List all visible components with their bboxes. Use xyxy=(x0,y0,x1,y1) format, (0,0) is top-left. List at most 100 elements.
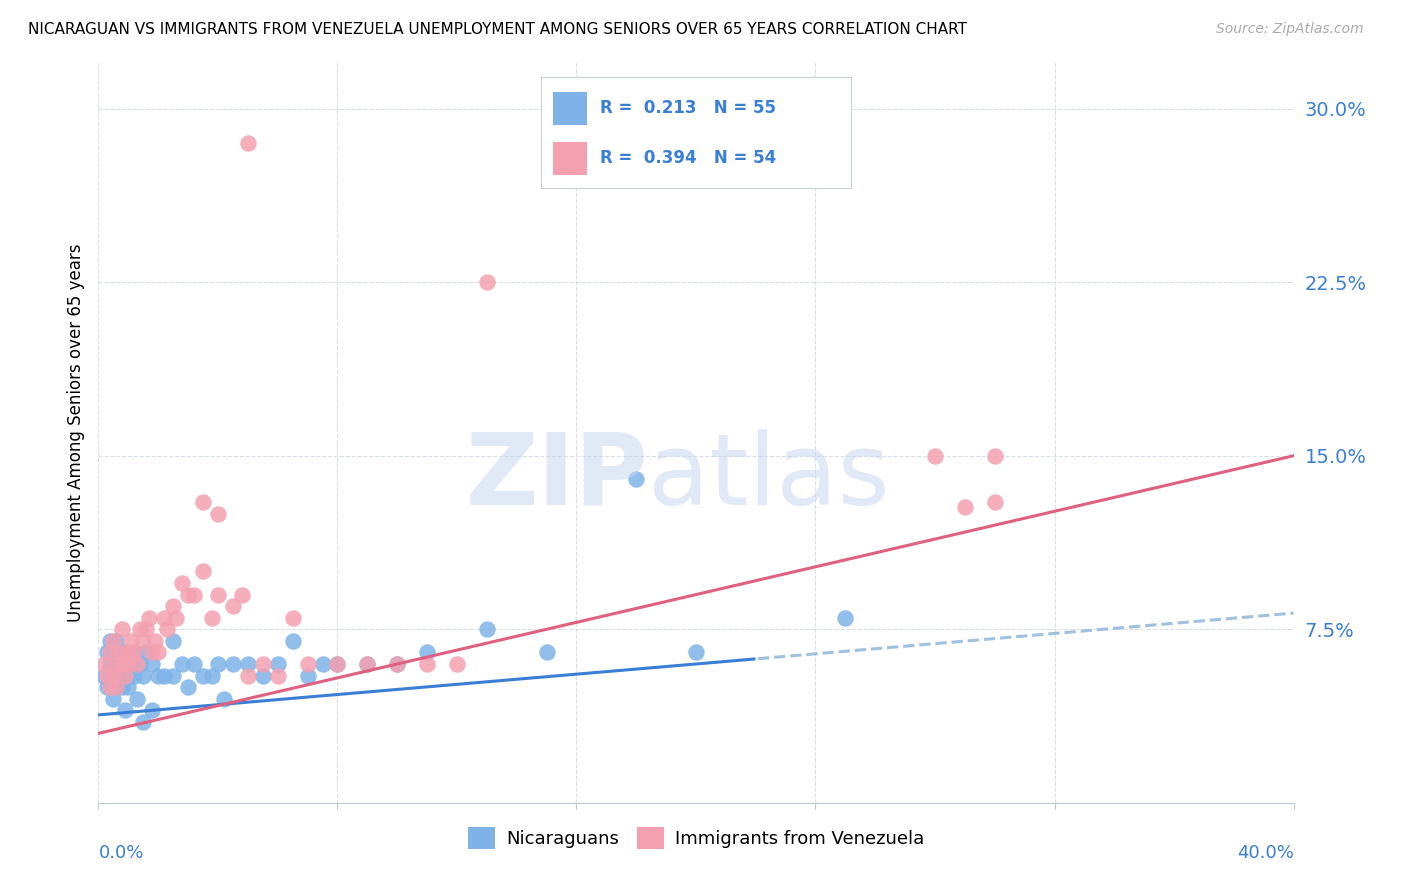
Point xyxy=(111,680,134,694)
Point xyxy=(156,622,179,636)
Point xyxy=(385,657,409,671)
Point xyxy=(626,472,648,486)
Point xyxy=(93,657,115,671)
Point xyxy=(108,645,131,659)
Point xyxy=(117,657,139,671)
Point xyxy=(117,668,139,682)
Point xyxy=(385,657,409,671)
Point xyxy=(143,633,166,648)
Point xyxy=(148,668,170,682)
Point xyxy=(172,576,194,591)
Point xyxy=(236,668,259,682)
Point xyxy=(114,703,136,717)
Text: Source: ZipAtlas.com: Source: ZipAtlas.com xyxy=(1216,22,1364,37)
Point xyxy=(183,657,205,671)
Point xyxy=(201,668,224,682)
Point xyxy=(103,645,125,659)
Point xyxy=(103,633,125,648)
Point xyxy=(924,449,946,463)
Point xyxy=(98,680,122,694)
Point xyxy=(165,610,187,624)
Point xyxy=(105,680,128,694)
Point xyxy=(207,657,229,671)
Point xyxy=(124,645,146,659)
Point xyxy=(141,703,163,717)
Point xyxy=(685,645,707,659)
Point xyxy=(267,668,290,682)
Point xyxy=(191,565,214,579)
Point xyxy=(236,136,259,151)
Point xyxy=(162,599,184,614)
Point xyxy=(105,657,128,671)
Point xyxy=(416,657,439,671)
Point xyxy=(103,691,125,706)
Point xyxy=(236,657,259,671)
Text: ZIP: ZIP xyxy=(465,428,648,525)
Point xyxy=(96,668,118,682)
Point xyxy=(191,668,214,682)
Point xyxy=(177,588,200,602)
Point xyxy=(114,657,136,671)
Point xyxy=(297,668,319,682)
Point xyxy=(117,680,139,694)
Point xyxy=(98,633,122,648)
Point xyxy=(207,507,229,521)
Point xyxy=(326,657,349,671)
Point xyxy=(267,657,290,671)
Text: 0.0%: 0.0% xyxy=(98,844,143,862)
Point xyxy=(108,657,131,671)
Point xyxy=(326,657,349,671)
Point xyxy=(356,657,378,671)
Point xyxy=(132,633,155,648)
Point xyxy=(93,668,115,682)
Point xyxy=(103,668,125,682)
Point xyxy=(222,657,245,671)
Point xyxy=(141,657,163,671)
Point xyxy=(135,645,157,659)
Text: 40.0%: 40.0% xyxy=(1237,844,1294,862)
Point xyxy=(536,645,558,659)
Point xyxy=(127,657,149,671)
Point xyxy=(117,645,139,659)
Point xyxy=(129,657,152,671)
Point xyxy=(172,657,194,671)
Point xyxy=(135,622,157,636)
Point xyxy=(984,449,1007,463)
Point xyxy=(475,275,498,289)
Point xyxy=(475,622,498,636)
Point xyxy=(105,633,128,648)
Point xyxy=(124,645,146,659)
Point xyxy=(834,610,856,624)
Y-axis label: Unemployment Among Seniors over 65 years: Unemployment Among Seniors over 65 years xyxy=(66,244,84,622)
Point xyxy=(252,657,274,671)
Point xyxy=(103,657,125,671)
Point xyxy=(153,610,176,624)
Point xyxy=(132,714,155,729)
Point xyxy=(212,691,235,706)
Point xyxy=(105,680,128,694)
Point xyxy=(222,599,245,614)
Point xyxy=(138,610,160,624)
Point xyxy=(183,588,205,602)
Legend: Nicaraguans, Immigrants from Venezuela: Nicaraguans, Immigrants from Venezuela xyxy=(461,821,931,856)
Point xyxy=(129,622,152,636)
Point xyxy=(124,668,146,682)
Point xyxy=(132,668,155,682)
Point xyxy=(108,668,131,682)
Point xyxy=(141,645,163,659)
Point xyxy=(416,645,439,659)
Point xyxy=(281,610,304,624)
Point xyxy=(191,495,214,509)
Point xyxy=(207,588,229,602)
Point xyxy=(114,668,136,682)
Text: NICARAGUAN VS IMMIGRANTS FROM VENEZUELA UNEMPLOYMENT AMONG SENIORS OVER 65 YEARS: NICARAGUAN VS IMMIGRANTS FROM VENEZUELA … xyxy=(28,22,967,37)
Point xyxy=(297,657,319,671)
Point xyxy=(311,657,333,671)
Point xyxy=(120,633,142,648)
Point xyxy=(120,657,142,671)
Point xyxy=(153,668,176,682)
Point xyxy=(148,645,170,659)
Point xyxy=(252,668,274,682)
Point xyxy=(111,657,134,671)
Point xyxy=(162,633,184,648)
